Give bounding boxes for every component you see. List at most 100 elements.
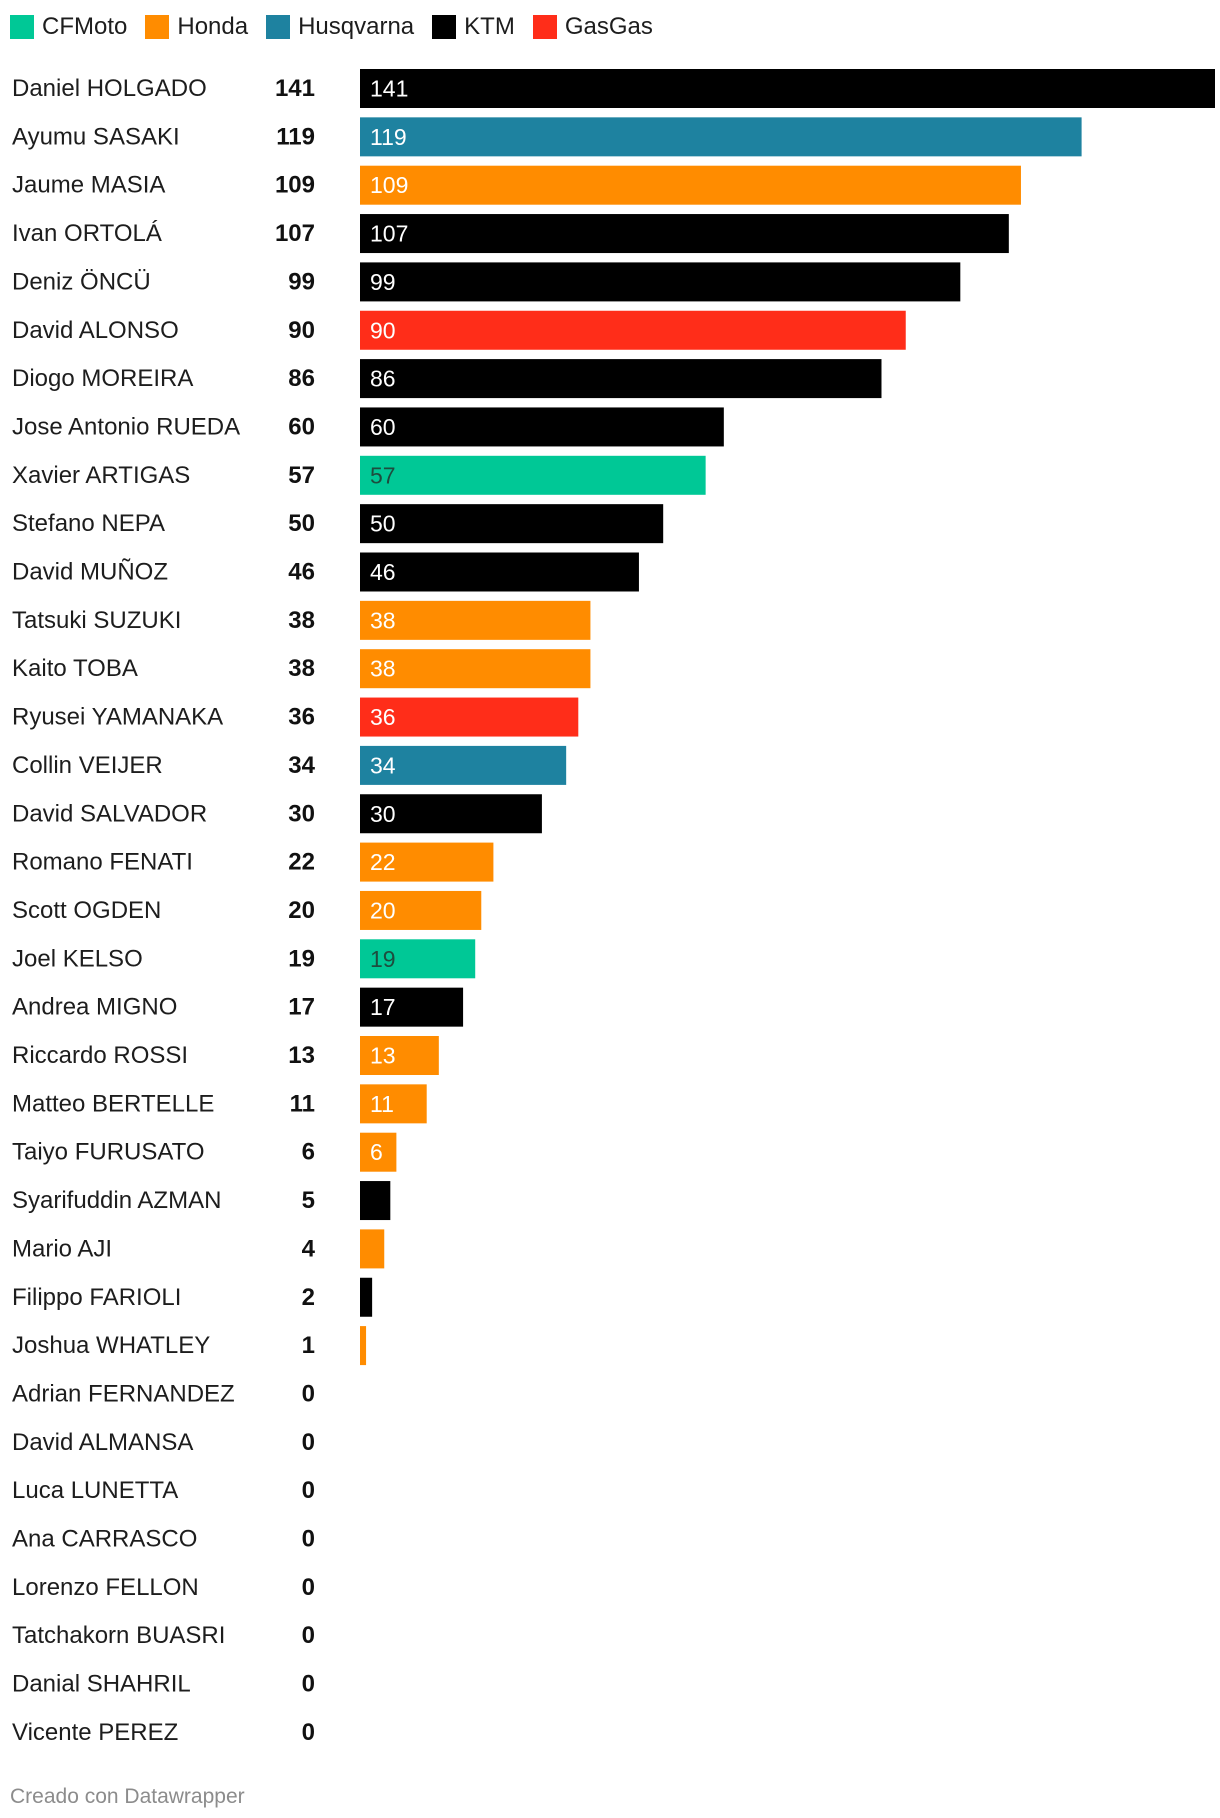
points-total: 36	[288, 704, 315, 731]
bar-value-label: 22	[370, 849, 396, 875]
driver-name: Filippo FARIOLI	[12, 1284, 181, 1311]
legend-label: Honda	[177, 13, 249, 40]
footer-credit[interactable]: Creado con Datawrapper	[10, 1785, 245, 1808]
bar[interactable]	[360, 117, 1082, 157]
driver-name: Joel KELSO	[12, 945, 143, 972]
points-total: 2	[302, 1284, 315, 1311]
points-total: 11	[290, 1090, 315, 1117]
bar[interactable]	[360, 455, 706, 495]
driver-name: Diogo MOREIRA	[12, 365, 193, 392]
bar[interactable]	[360, 1036, 439, 1075]
legend-swatch	[432, 15, 457, 39]
bar-value-label: 141	[370, 76, 408, 102]
driver-name: Ryusei YAMANAKA	[12, 704, 223, 731]
bar[interactable]	[360, 310, 906, 350]
bar-value-label: 86	[370, 366, 396, 392]
bar[interactable]	[360, 1229, 385, 1269]
driver-name: Xavier ARTIGAS	[12, 462, 190, 489]
driver-name: Danial SHAHRIL	[12, 1671, 191, 1698]
bar[interactable]	[360, 1326, 367, 1366]
points-total: 90	[288, 317, 315, 344]
bar-value-label: 57	[370, 462, 396, 488]
bar[interactable]	[360, 987, 464, 1027]
points-total: 46	[288, 559, 315, 586]
bar[interactable]	[360, 214, 1009, 254]
bar-value-label: 119	[370, 124, 407, 150]
bar-value-label: 50	[370, 511, 396, 537]
points-total: 19	[288, 945, 315, 972]
bar[interactable]	[360, 1277, 373, 1317]
bar[interactable]	[360, 842, 494, 882]
bar[interactable]	[360, 600, 591, 640]
driver-name: David SALVADOR	[12, 800, 207, 827]
bar[interactable]	[360, 745, 567, 785]
driver-name: Ayumu SASAKI	[12, 123, 180, 150]
driver-name: Mario AJI	[12, 1235, 112, 1262]
bar[interactable]	[360, 262, 961, 302]
driver-name: Kaito TOBA	[12, 655, 138, 682]
bar[interactable]	[360, 359, 882, 399]
legend-label: GasGas	[564, 13, 653, 40]
points-total: 0	[302, 1719, 315, 1746]
legend-label: KTM	[464, 13, 515, 40]
points-total: 17	[288, 994, 315, 1021]
bar[interactable]	[360, 407, 724, 447]
points-total: 38	[288, 607, 315, 634]
points-total: 109	[275, 172, 315, 199]
points-total: 0	[302, 1671, 315, 1698]
bar[interactable]	[360, 1084, 427, 1124]
bar-value-label: 38	[370, 607, 396, 633]
points-total: 4	[302, 1235, 316, 1262]
driver-name: David ALMANSA	[12, 1429, 193, 1456]
bar-value-label: 109	[370, 172, 408, 198]
bar[interactable]	[360, 69, 1215, 108]
driver-name: Collin VEIJER	[12, 752, 163, 779]
driver-name: Adrian FERNANDEZ	[12, 1380, 235, 1407]
points-total: 22	[288, 849, 315, 876]
driver-name: Jose Antonio RUEDA	[12, 413, 240, 440]
driver-name: David MUÑOZ	[12, 559, 168, 586]
driver-name: Ivan ORTOLÁ	[12, 220, 162, 247]
bar[interactable]	[360, 1132, 397, 1172]
points-total: 1	[302, 1332, 315, 1359]
points-total: 60	[288, 413, 315, 440]
legend-swatch	[145, 15, 170, 39]
driver-name: Ana CARRASCO	[12, 1526, 197, 1553]
points-total: 86	[288, 365, 315, 392]
driver-name: Joshua WHATLEY	[12, 1332, 210, 1359]
legend-label: Husqvarna	[298, 13, 415, 40]
bar-value-label: 36	[370, 704, 396, 730]
bar-value-label: 30	[370, 801, 396, 827]
points-total: 0	[302, 1477, 315, 1504]
driver-name: Luca LUNETTA	[12, 1477, 178, 1504]
points-total: 0	[302, 1622, 315, 1649]
legend-item-cfmoto: CFMoto	[10, 15, 127, 39]
driver-name: Stefano NEPA	[12, 510, 165, 537]
points-total: 30	[288, 800, 315, 827]
bar-value-label: 17	[370, 994, 396, 1020]
legend: CFMoto Honda Husqvarna KTM GasGas	[10, 10, 653, 44]
bar-value-label: 107	[370, 221, 408, 247]
bar[interactable]	[360, 697, 579, 737]
bar[interactable]	[360, 649, 591, 689]
points-total: 20	[288, 897, 315, 924]
bar[interactable]	[360, 552, 639, 592]
bar-value-label: 6	[370, 1139, 383, 1165]
points-total: 0	[302, 1380, 315, 1407]
driver-name: Jaume MASIA	[12, 172, 165, 199]
bar[interactable]	[360, 939, 476, 979]
legend-item-gasgas: GasGas	[532, 13, 653, 40]
bar[interactable]	[360, 165, 1021, 205]
bar[interactable]	[360, 890, 482, 930]
legend-swatch	[266, 15, 291, 39]
points-total: 6	[302, 1139, 315, 1166]
driver-name: Tatchakorn BUASRI	[12, 1622, 225, 1649]
bar[interactable]	[360, 504, 664, 544]
driver-name: Lorenzo FELLON	[12, 1574, 199, 1601]
bar[interactable]	[360, 1181, 391, 1221]
bar-value-label: 46	[370, 559, 396, 585]
bar-value-label: 34	[370, 752, 396, 778]
bar[interactable]	[360, 794, 542, 834]
points-total: 0	[302, 1526, 315, 1553]
driver-name: Deniz ÖNCÜ	[12, 268, 151, 295]
